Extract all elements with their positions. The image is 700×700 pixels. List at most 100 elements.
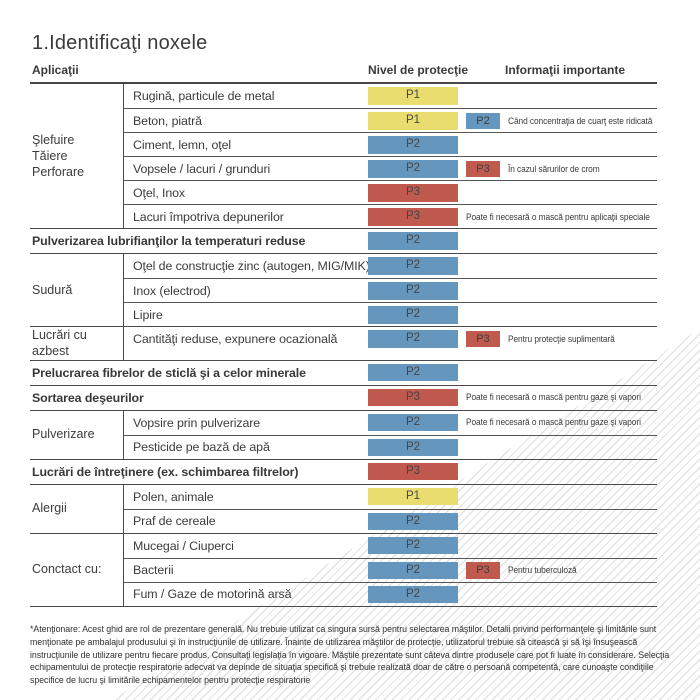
- protection-level-badge: P2: [368, 257, 458, 275]
- row-extras: Poate fi necesară o mască pentru aplicaţ…: [466, 208, 670, 226]
- table-row: Oţel, Inox P3: [124, 180, 657, 204]
- category-label: Sudură: [30, 254, 124, 326]
- row-extras: Poate fi necesară o mască pentru gaze şi…: [466, 389, 660, 407]
- info-note: Când concentraţia de cuarţ este ridicată: [508, 115, 653, 126]
- row-label: Fum / Gaze de motorină arsă: [133, 587, 292, 601]
- row-label: Lipire: [133, 307, 163, 322]
- row-label: Pulverizarea lubrifianţilor la temperatu…: [32, 234, 306, 248]
- table-section: Pulverizare Vopsire prin pulverizare P2 Poa…: [30, 410, 657, 460]
- table-row: Vopsele / lacuri / grunduri P2 P3 În cazul …: [124, 156, 657, 180]
- protection-level-badge: P2: [368, 561, 458, 579]
- protection-level-badge: P3: [368, 184, 458, 202]
- table-header: Aplicaţii Nivel de protecţie Informaţii …: [30, 61, 657, 84]
- protection-level-badge: P3: [368, 462, 458, 480]
- table-section: Lucrări cu azbest Cantităţi reduse, expun…: [30, 327, 657, 361]
- category-rows: Polen, animale P1 Praf de cereale P2: [124, 485, 657, 533]
- info-note: Poate fi necesară o mască pentru aplicaţ…: [466, 211, 650, 222]
- table-row: Inox (electrod) P2: [124, 278, 657, 302]
- row-label: Praf de cereale: [133, 514, 216, 528]
- row-extras: P3 Pentru protecţie suplimentară: [466, 330, 627, 348]
- info-note: Pentru tuberculoză: [508, 565, 577, 576]
- category-label: Conctact cu:: [30, 533, 124, 606]
- row-extras: P2 Când concentraţia de cuarţ este ridica…: [466, 112, 668, 130]
- table-row-full: Pulverizarea lubrifianţilor la temperatu…: [30, 229, 657, 253]
- info-note: Poate fi necesară o mască pentru gaze şi…: [466, 392, 641, 403]
- row-label: Rugină, particule de metal: [133, 89, 275, 103]
- table-row-full: Lucrări de întreţinere (ex. schimbarea f…: [30, 460, 657, 484]
- column-header-protection-level: Nivel de protecţie: [368, 63, 469, 77]
- protection-level-badge: P2: [368, 363, 458, 381]
- table-section: Sortarea deşeurilor P3 Poate fi necesară o…: [30, 386, 657, 411]
- secondary-level-badge: P2: [466, 112, 500, 129]
- protection-level-badge: P1: [368, 87, 458, 105]
- category-rows: Cantităţi reduse, expunere ocazională P2 P…: [124, 327, 657, 360]
- protection-level-badge: P2: [368, 282, 458, 300]
- row-extras: P3 În cazul sărurilor de crom: [466, 160, 610, 178]
- secondary-level-badge: P3: [466, 160, 500, 177]
- secondary-level-badge: P3: [466, 330, 500, 347]
- category-label: Alergii: [30, 484, 124, 533]
- row-label: Lucrări de întreţinere (ex. schimbarea f…: [32, 464, 299, 479]
- category-rows: Oţel de construcţie zinc (autogen, MIG/M…: [124, 254, 657, 326]
- table-row: Lacuri împotriva depunerilor P3 Poate fi n…: [124, 204, 657, 228]
- table-row: Mucegai / Ciuperci P2: [124, 534, 657, 558]
- category-rows: Vopsire prin pulverizare P2 Poate fi neces…: [124, 411, 657, 459]
- table-section: Sudură Oţel de construcţie zinc (autogen,…: [30, 254, 657, 327]
- category-label: Lucrări cu azbest: [30, 327, 124, 360]
- protection-level-badge: P2: [368, 306, 458, 324]
- table-row: Praf de cereale P2: [124, 508, 657, 533]
- protection-level-badge: P2: [368, 160, 458, 178]
- row-label: Oţel de construcţie zinc (autogen, MIG/M…: [133, 259, 370, 273]
- row-label: Oţel, Inox: [133, 185, 186, 200]
- table-section: Prelucrarea fibrelor de sticlă şi a celo…: [30, 361, 657, 386]
- table-section: Pulverizarea lubrifianţilor la temperatu…: [30, 229, 657, 254]
- table-row-full: Prelucrarea fibrelor de sticlă şi a celo…: [30, 361, 657, 385]
- table-row: Beton, piatră P1 P2 Când concentraţia de cu…: [124, 108, 657, 132]
- protection-level-badge: P2: [368, 536, 458, 554]
- row-label: Vopsire prin pulverizare: [133, 415, 261, 430]
- table-row: Cantităţi reduse, expunere ocazională P2 P…: [124, 327, 657, 351]
- row-label: Inox (electrod): [133, 283, 211, 298]
- table-row: Lipire P2: [124, 302, 657, 326]
- table-section: Lucrări de întreţinere (ex. schimbarea f…: [30, 460, 657, 485]
- row-label: Polen, animale: [133, 489, 214, 504]
- protection-level-badge: P1: [368, 487, 458, 505]
- table-row: Ciment, lemn, oţel P2: [124, 132, 657, 156]
- category-rows: Rugină, particule de metal P1 Beton, piatr…: [124, 84, 657, 228]
- row-label: Prelucrarea fibrelor de sticlă şi a celo…: [32, 365, 306, 380]
- row-label: Pesticide pe bază de apă: [133, 440, 270, 454]
- secondary-level-badge: P3: [466, 562, 500, 579]
- protection-level-badge: P2: [368, 585, 458, 603]
- row-extras: P3 Pentru tuberculoză: [466, 562, 584, 580]
- column-header-applications: Aplicaţii: [32, 63, 79, 77]
- protection-level-badge: P1: [368, 112, 458, 130]
- column-header-important-info: Informaţii importante: [505, 63, 626, 77]
- protection-level-badge: P3: [368, 388, 458, 406]
- table-section: Şlefuire Tăiere Perforare Rugină, particu…: [30, 84, 657, 229]
- footnote: *Atenţionare: Acest ghid are rol de prez…: [30, 624, 670, 685]
- row-label: Beton, piatră: [133, 113, 202, 128]
- table-row: Fum / Gaze de motorină arsă P2: [124, 581, 657, 606]
- table-row: Rugină, particule de metal P1: [124, 84, 657, 108]
- row-label: Bacterii: [133, 563, 174, 577]
- table-section: Conctact cu: Mucegai / Ciuperci P2 Bacterii…: [30, 533, 657, 607]
- table-section: Alergii Polen, animale P1 Praf de cereale P2: [30, 484, 657, 534]
- info-note: Poate fi necesară o mască pentru gaze şi…: [466, 417, 641, 428]
- row-label: Lacuri împotriva depunerilor: [133, 209, 284, 224]
- table-row: Pesticide pe bază de apă P2: [124, 434, 657, 459]
- protection-level-badge: P2: [368, 232, 458, 250]
- hazard-table: Aplicaţii Nivel de protecţie Informaţii …: [30, 61, 657, 607]
- row-extras: Poate fi necesară o mască pentru gaze şi…: [466, 414, 660, 432]
- page-title: 1.Identificaţi noxele: [32, 32, 208, 54]
- info-note: În cazul sărurilor de crom: [508, 163, 600, 174]
- protection-level-badge: P3: [368, 208, 458, 226]
- row-label: Ciment, lemn, oţel: [133, 137, 232, 152]
- row-label: Cantităţi reduse, expunere ocazională: [133, 332, 338, 346]
- table-row: Polen, animale P1: [124, 485, 657, 509]
- category-rows: Mucegai / Ciuperci P2 Bacterii P2 P3 Pentru t…: [124, 534, 657, 606]
- table-row: Oţel de construcţie zinc (autogen, MIG/M…: [124, 254, 657, 278]
- protection-level-badge: P2: [368, 330, 458, 348]
- info-note: Pentru protecţie suplimentară: [508, 333, 615, 344]
- table-row-full: Sortarea deşeurilor P3 Poate fi necesară o…: [30, 386, 657, 410]
